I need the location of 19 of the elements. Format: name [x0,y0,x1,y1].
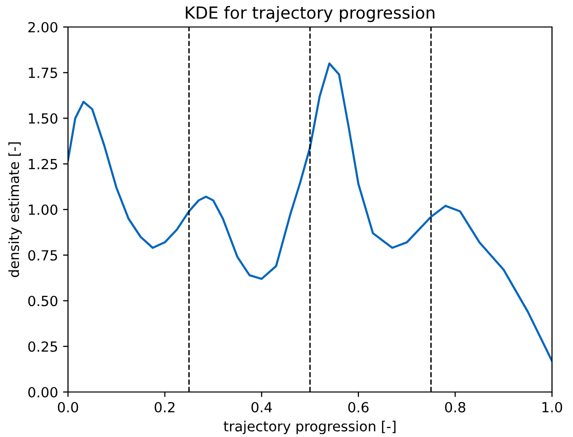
y-tick-label: 0.75 [28,250,58,261]
chart-title: KDE for trajectory progression [186,6,434,22]
y-axis-title: density estimate [-] [8,142,22,278]
y-tick-label: 2.00 [28,22,58,32]
y-tick-label: 1.50 [28,113,58,124]
y-tick-label: 0.25 [28,341,58,352]
y-tick-label: 0.50 [28,296,58,306]
x-tick-label: 1.0 [542,402,562,412]
x-tick-label: 0.8 [445,402,466,412]
x-tick-label: 0.0 [58,402,78,412]
x-tick-label: 0.4 [251,402,272,412]
y-tick-label: 0.00 [28,386,58,398]
x-tick-label: 0.6 [348,402,369,412]
x-axis-title: trajectory progression [-] [224,420,396,434]
line-series [68,62,552,362]
y-tick-label: 1.25 [28,158,58,170]
y-tick-label: 1.00 [28,204,58,215]
x-tick-label: 0.2 [154,402,174,412]
y-tick-label: 1.75 [28,68,58,78]
